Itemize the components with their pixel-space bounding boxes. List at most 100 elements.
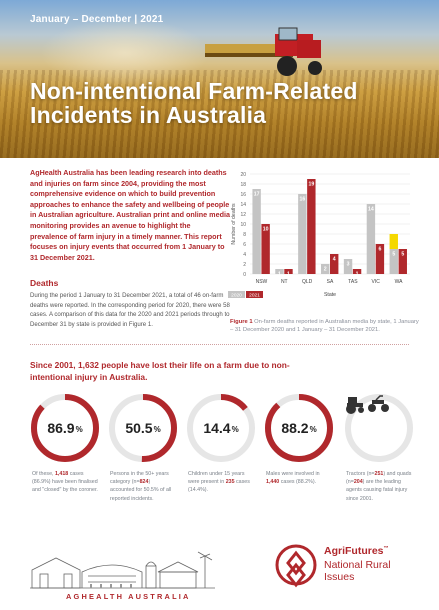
stat-number: 86.9 (47, 420, 75, 436)
stat-text-pre: Of these, (32, 471, 55, 477)
stat-ring (344, 393, 414, 463)
tractor-quad-icon (344, 393, 414, 463)
y-tick-label: 16 (240, 192, 246, 198)
highlight-marker (389, 234, 398, 249)
stat-value: 50.5% (108, 393, 178, 463)
x-tick-label: NSW (256, 279, 268, 285)
bar-value-label: 10 (263, 227, 269, 233)
bar-2020-NSW (252, 189, 261, 274)
ring-fill (31, 394, 99, 462)
ring-fill (109, 394, 177, 462)
stat-text-pre: Persons in the 50+ years category (n= (110, 471, 169, 486)
figure-label: Figure 1 (230, 319, 253, 325)
y-tick-label: 8 (243, 232, 246, 238)
legend-label-2020: 2020 (231, 292, 242, 298)
x-tick-label: VIC (372, 279, 381, 285)
stat-unit: % (153, 425, 161, 434)
stat-description: Tractors (n=251) and quads (n=204) are t… (346, 470, 412, 503)
bar-value-label: 3 (347, 262, 350, 268)
bar-value-label: 5 (392, 252, 395, 258)
harvest-dust (40, 18, 210, 88)
stat-description: Persons in the 50+ years category (n=824… (110, 470, 176, 503)
progress-ring (109, 394, 177, 462)
hero-banner: January – December | 2021 Non-intentiona… (0, 0, 439, 158)
bar-2021-NSW (261, 224, 270, 274)
y-tick-label: 12 (240, 212, 246, 218)
x-tick-label: SA (327, 279, 334, 285)
y-tick-label: 6 (243, 242, 246, 248)
title-line-2: Incidents in Australia (30, 102, 267, 128)
stat-ring: 14.4% (186, 393, 256, 463)
bar-2020-NT (275, 269, 284, 274)
bar-value-label: 6 (378, 247, 381, 253)
legend-swatch-2021 (246, 291, 263, 298)
bar-2020-QLD (298, 194, 307, 274)
stat-value: 14.4% (186, 393, 256, 463)
bar-value-label: 17 (254, 192, 260, 198)
nri-line-1: National Rural (324, 559, 391, 571)
stat-text-bold: 1,440 (266, 479, 280, 486)
stat-text-post: cases (88.2%). (279, 479, 317, 486)
stat-text-pre: Tractors (n= (346, 471, 375, 477)
stat-text-post: cases (86.9%) have been finalised and "c… (32, 471, 98, 494)
figure-caption-text: On-farm deaths reported in Australian me… (230, 319, 419, 334)
stat-text-mid: ) and quads (n= (346, 471, 412, 486)
stat-value: 86.9% (30, 393, 100, 463)
trademark-mark: ™ (383, 545, 389, 552)
bar-2020-VIC (366, 204, 376, 274)
x-tick-label: TAS (348, 279, 358, 285)
y-tick-label: 14 (240, 202, 246, 208)
stat-text-bold: 251 (374, 471, 384, 477)
bar-2021-NT (284, 269, 293, 274)
deaths-paragraph: During the period 1 January to 31 Decemb… (30, 292, 230, 328)
stat-ring: 86.9% (30, 393, 100, 463)
agrifutures-logo-mark (275, 544, 317, 588)
progress-ring (265, 394, 333, 462)
stat-description: Of these, 1,418 cases (86.9%) have been … (32, 470, 98, 495)
bar-2021-VIC (375, 244, 385, 274)
x-tick-label: WA (395, 279, 404, 285)
aghealth-logo-text: AGHEALTH AUSTRALIA (66, 592, 191, 601)
intro-paragraph: AgHealth Australia has been leading rese… (30, 168, 230, 262)
bar-value-label: 14 (368, 207, 374, 213)
stat-text-post: ) accounted for 50.5% of all reported in… (110, 479, 172, 502)
y-tick-label: 0 (243, 272, 246, 278)
quad-bike-icon (368, 395, 389, 412)
bar-value-label: 5 (401, 252, 404, 258)
y-tick-label: 18 (240, 182, 246, 188)
bar-2020-TAS (343, 259, 353, 274)
page-title: Non-intentional Farm-Related Incidents i… (30, 79, 358, 127)
y-axis-label: Number of deaths (231, 203, 237, 245)
stat-unit: % (231, 425, 239, 434)
stat-text-bold: 824 (139, 479, 149, 486)
deaths-by-state-chart: 0 2 4 6 8 10 12 14 16 18 20 Number of deaths 17 10 NSW… (228, 168, 418, 318)
bar-2020-WA (389, 249, 398, 274)
ring-fill (265, 394, 333, 462)
figure-caption: Figure 1 On-farm deaths reported in Aust… (230, 318, 420, 335)
stat-unit: % (75, 425, 83, 434)
bar-2021-SA (330, 254, 339, 274)
stat-description: Children under 15 years were present in … (188, 470, 254, 495)
stat-text-post: ) are the leading agents causing fatal i… (346, 479, 408, 502)
stat-ring: 50.5% (108, 393, 178, 463)
title-line-1: Non-intentional Farm-Related (30, 78, 358, 104)
x-tick-label: QLD (302, 279, 313, 285)
stat-text-bold-2: 204 (353, 479, 363, 486)
stat-number: 88.2 (281, 420, 309, 436)
progress-ring (187, 394, 255, 462)
legend-swatch-2020 (228, 291, 245, 298)
tractor-icon (346, 395, 389, 414)
bar-value-label: 1 (356, 272, 359, 278)
stat-number: 50.5 (125, 420, 153, 436)
bar-2021-WA (398, 249, 407, 274)
stat-value: 88.2% (264, 393, 334, 463)
aghealth-farm-logo (30, 551, 215, 589)
bar-value-label: 16 (299, 197, 305, 203)
wheat-field (0, 70, 439, 158)
stat-text-pre: Children under 15 years were present in (188, 471, 245, 486)
section-divider (30, 344, 409, 345)
since-2001-heading: Since 2001, 1,632 people have lost their… (30, 360, 290, 382)
stat-text-bold: 235 (225, 479, 235, 486)
stat-text-bold: 1,418 (54, 471, 69, 477)
